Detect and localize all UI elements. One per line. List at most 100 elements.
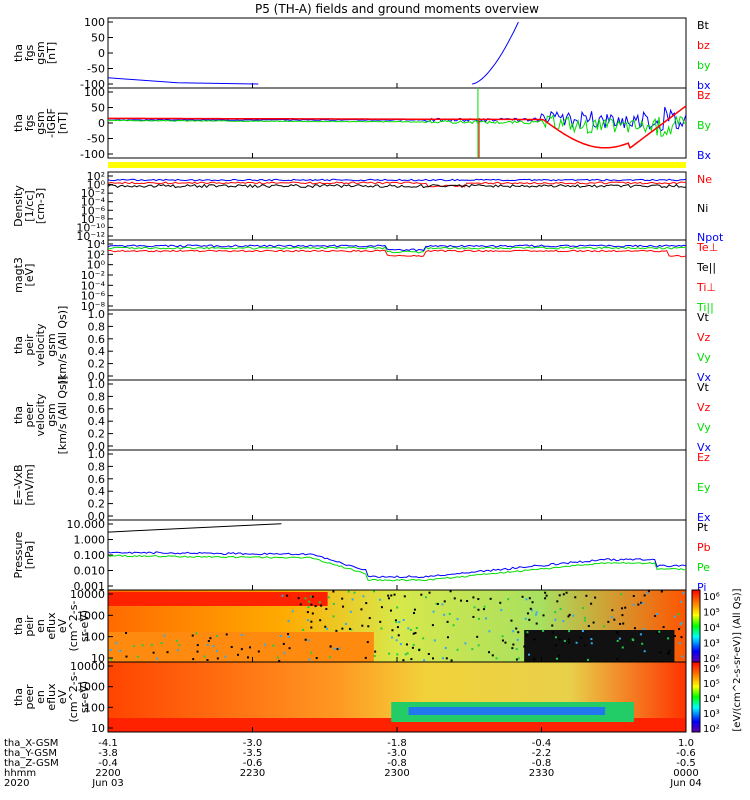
panel-frame-peir_vel [107,309,687,381]
legend-peer_vel-3: Vx [697,441,712,454]
peir-spectrogram-pixel [682,592,685,595]
legend-fgs-0: Bt [697,19,710,32]
y-tick-label: 10000 [70,660,105,673]
peir-spectrogram-pixel [276,656,279,659]
peir-spectrogram-pixel [306,611,309,614]
y-tick-label: 100 [84,701,105,714]
peir-spectrogram-pixel [575,641,578,644]
peir-spectrogram-pixel [558,594,561,597]
peir-spectrogram-pixel [583,616,586,619]
peir-spectrogram-pixel [526,631,529,634]
peir-spectrogram-pixel [390,594,393,597]
y-tick-label: 50 [91,102,105,115]
data-gap-bar [108,162,686,168]
peir-spectrogram-pixel [584,644,587,647]
peir-spectrogram-pixel [279,634,282,637]
peir-spectrogram-pixel [525,634,528,637]
peir-spectrogram-pixel [314,605,317,608]
peir-spectrogram-pixel [618,637,621,640]
y-axis-label-line: [eV] [23,264,36,287]
peir-spectrogram-pixel [590,602,593,605]
peir-spectrogram-pixel [483,605,486,608]
peir-spectrogram-pixel [446,636,449,639]
y-tick-label: 0.4 [88,345,106,358]
peir-spectrogram-pixel [521,595,524,598]
peir-spectrogram-pixel [441,603,444,606]
peer-colorbar-tick: 10⁶ [703,664,720,675]
ephem-value: 2230 [240,768,265,779]
y-tick-label: 0.001 [74,580,106,593]
peir-spectrogram-pixel [403,595,406,598]
peir-spectrogram-pixel [568,630,571,633]
y-tick-label: 10² [87,248,105,261]
peir-spectrogram-pixel [590,642,593,645]
peir-spectrogram-pixel [659,651,662,654]
y-tick-label: -50 [87,63,105,76]
peir-spectrogram-pixel [324,625,327,628]
peir-spectrogram-pixel [516,638,519,641]
y-axis-label-line: tha [12,336,25,354]
peir-spectrogram-pixel [622,622,625,625]
peir-spectrogram-pixel [207,640,210,643]
legend-peir_vel-0: Vt [697,311,710,324]
fgs-bx-line [107,77,259,85]
colorbar-label: [eV/(cm^2-s-sr-eV)] (All Qs)] [732,588,743,731]
peir-spectrogram-pixel [175,639,178,642]
y-axis-label-line: E=-VxB [12,464,25,505]
legend-peir_vel-3: Vx [697,371,712,384]
ephem-label: tha_X-GSM [4,738,58,749]
peir-spectrogram-pixel [311,612,314,615]
peir-spectrogram-pixel [529,607,532,610]
legend-density-1: Ni [697,202,708,215]
peir-spectrogram-pixel [291,610,294,613]
peir-spectrogram-pixel [616,639,619,642]
end-date-label: Jun 04 [669,778,702,789]
peir-spectrogram-pixel [191,634,194,637]
y-tick-label: 0 [98,47,105,60]
peir-spectrogram-pixel [414,631,417,634]
peir-spectrogram-pixel [348,627,351,630]
peir-spectrogram-pixel [572,614,575,617]
peir-spectrogram-pixel [353,591,356,594]
y-tick-label: 0.2 [88,498,106,511]
legend-peer_vel-2: Vy [697,421,711,434]
peir-spectrogram-pixel [624,606,627,609]
peir-spectrogram-pixel [373,590,376,593]
peir-spectrogram-pixel [156,657,159,660]
peir-spectrogram-pixel [287,633,290,636]
peir-spectrogram-pixel [476,635,479,638]
peir-spectrogram-pixel [282,642,285,645]
peir-spectrogram-pixel [332,615,335,618]
peir-spectrogram-pixel [568,638,571,641]
peir-spectrogram-pixel [563,639,566,642]
peir-spectrogram-pixel [643,594,646,597]
peir-spectrogram-pixel [412,632,415,635]
ephem-value: -0.8 [387,758,407,769]
peir-spectrogram-pixel [150,643,153,646]
peir-spectrogram-pixel [464,642,467,645]
peir-spectrogram-pixel [286,594,289,597]
peir-spectrogram-pixel [125,655,128,658]
peir-spectrogram-pixel [389,609,392,612]
peir-spectrogram-pixel [196,650,199,653]
y-tick-label: 10⁻¹⁰ [76,221,105,234]
peir-spectrogram-pixel [667,637,670,640]
peir-spectrogram-pixel [433,639,436,642]
peir-spectrogram-pixel [642,628,645,631]
y-axis-label-line: eflux [45,683,58,711]
peir-spectrogram-pixel [633,627,636,630]
peir-spectrogram-pixel [206,658,209,661]
y-axis-label-line: sr-eV) [78,610,91,642]
peir-spectrogram-pixel [320,604,323,607]
peir-spectrogram-pixel [444,646,447,649]
legend-peir_vel-2: Vy [697,351,711,364]
peir-spectrogram-pixel [192,658,195,661]
peir-spectrogram-pixel [450,659,453,662]
peir-spectrogram-pixel [299,603,302,606]
peir-spectrogram-pixel [472,615,475,618]
peir-spectrogram-pixel [364,656,367,659]
peir-spectrogram-pixel [678,627,681,630]
peir-spectrogram-pixel [215,649,218,652]
peir-spectrogram-pixel [335,629,338,632]
peir-spectrogram-pixel [248,646,251,649]
